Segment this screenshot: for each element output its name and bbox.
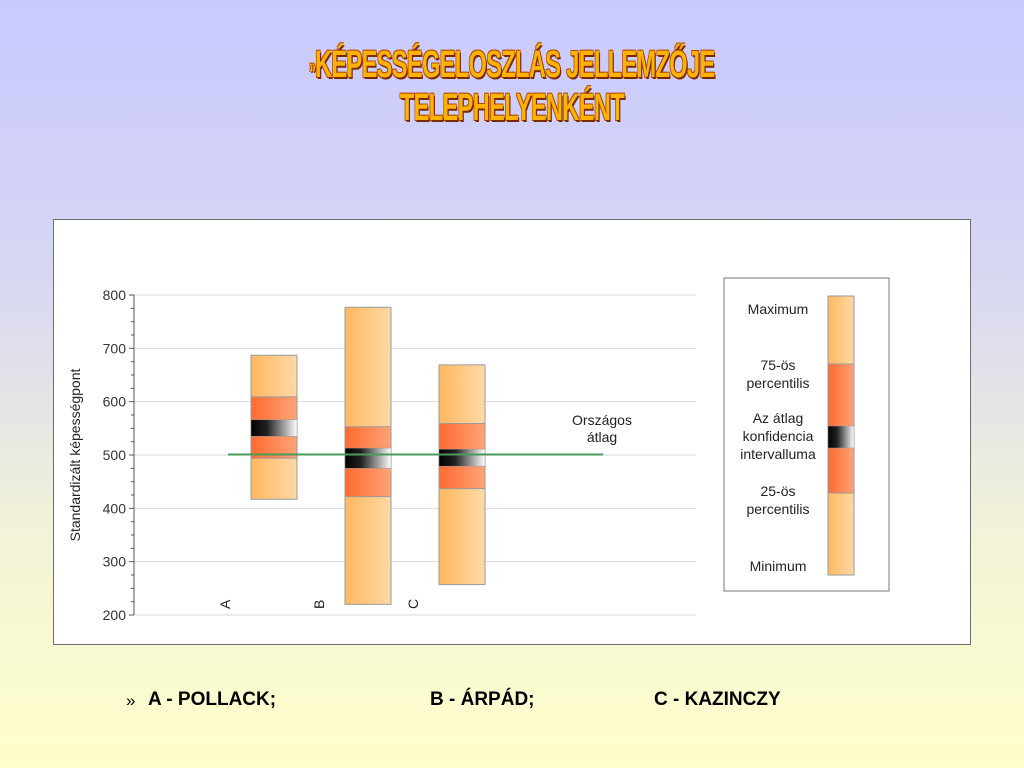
legend-item-5: Minimum: [750, 558, 807, 574]
reference-line-label-line-1: Országos: [572, 412, 632, 428]
box-A-ci: [250, 419, 298, 437]
footer-bullet: »: [126, 691, 136, 710]
y-tick-label-700: 700: [103, 340, 127, 356]
footer-legend: » A - POLLACK; B - ÁRPÁD; C - KAZINCZY: [0, 689, 1024, 719]
category-label-B: B: [311, 600, 327, 609]
legend-item-3-line-2: konfidencia: [743, 428, 814, 444]
title-text: KÉPESSÉGELOSZLÁS JELLEMZŐJE TELEPHELYENK…: [315, 44, 715, 129]
box-chart: 200 300 400 500 600 700 800 Standardizált képes…: [67, 277, 890, 623]
legend-item-2-line-1: 75-ös: [760, 357, 795, 373]
legend-item-3: Az átlag konfidencia intervalluma: [740, 410, 816, 462]
y-tick-label-400: 400: [103, 500, 127, 516]
y-tick-label-500: 500: [103, 447, 127, 463]
box-A: A: [217, 354, 298, 609]
y-tick-label-300: 300: [103, 554, 127, 570]
legend-item-2: 75-ös percentilis: [746, 357, 809, 391]
box-B: B: [311, 306, 392, 609]
category-label-A: A: [217, 599, 233, 609]
y-tick-label-800: 800: [103, 287, 127, 303]
legend-item-3-line-3: intervalluma: [740, 446, 816, 462]
legend-item-4-line-1: 25-ös: [760, 483, 795, 499]
legend-item-5-line-1: Minimum: [750, 558, 807, 574]
y-tick-label-200: 200: [103, 607, 127, 623]
legend-box: [723, 277, 890, 592]
box-B-ci: [344, 447, 392, 469]
footer-site-b: B - ÁRPÁD;: [430, 689, 535, 710]
box-C: C: [405, 364, 486, 609]
reference-line-label-line-2: átlag: [587, 429, 617, 445]
legend-item-3-line-1: Az átlag: [753, 410, 804, 426]
category-label-C: C: [405, 599, 421, 609]
y-tick-label-600: 600: [103, 394, 127, 410]
chart-frame: 200 300 400 500 600 700 800 Standardizált képes…: [53, 219, 971, 645]
legend-item-4-line-2: percentilis: [746, 501, 809, 517]
footer-site-c: C - KAZINCZY: [654, 689, 781, 710]
slide-title: »KÉPESSÉGELOSZLÁS JELLEMZŐJE TELEPHELYEN…: [195, 44, 830, 130]
title-prefix: »: [309, 56, 316, 77]
legend-item-1-line-1: Maximum: [748, 301, 809, 317]
legend-item-1: Maximum: [748, 301, 809, 317]
legend-item-2-line-2: percentilis: [746, 375, 809, 391]
legend-item-4: 25-ös percentilis: [746, 483, 809, 517]
box-C-ci: [438, 448, 486, 467]
legend-bar-ci: [827, 425, 855, 449]
footer-site-a: A - POLLACK;: [148, 689, 277, 710]
y-axis-label: Standardizált képességpont: [67, 369, 83, 542]
reference-line-label: Országos átlag: [572, 412, 632, 445]
